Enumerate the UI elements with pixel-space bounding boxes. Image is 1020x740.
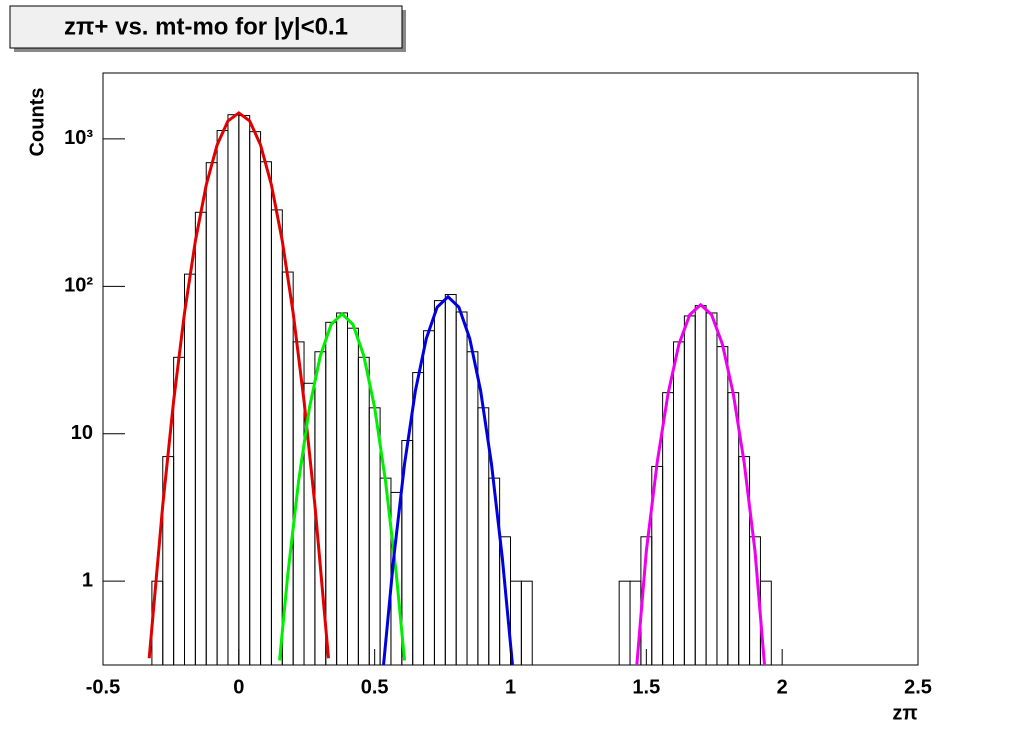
fit-curve	[278, 311, 407, 661]
x-tick-label: 0.5	[361, 676, 389, 698]
chart-title: zπ+ vs. mt-mo for |y|<0.1	[64, 13, 348, 40]
histogram-bin	[520, 580, 533, 665]
x-tick-label: 0	[233, 676, 244, 698]
y-tick-label: 10	[71, 422, 93, 444]
x-tick-label: 1	[505, 676, 516, 698]
x-tick-label: 1.5	[632, 676, 660, 698]
title-box	[9, 5, 403, 49]
x-axis-label: zπ	[892, 702, 917, 724]
fit-curve	[382, 294, 515, 665]
y-axis-label: Counts	[26, 88, 48, 157]
x-tick-label: 2.5	[904, 676, 932, 698]
y-tick-label: 1	[82, 569, 93, 591]
y-tick-label: 10³	[64, 127, 93, 149]
x-tick-label: -0.5	[86, 676, 120, 698]
plot-area	[147, 111, 772, 665]
fit-curve	[147, 111, 330, 659]
fit-curve	[635, 302, 767, 665]
x-tick-label: 2	[777, 676, 788, 698]
y-tick-label: 10²	[64, 275, 93, 297]
